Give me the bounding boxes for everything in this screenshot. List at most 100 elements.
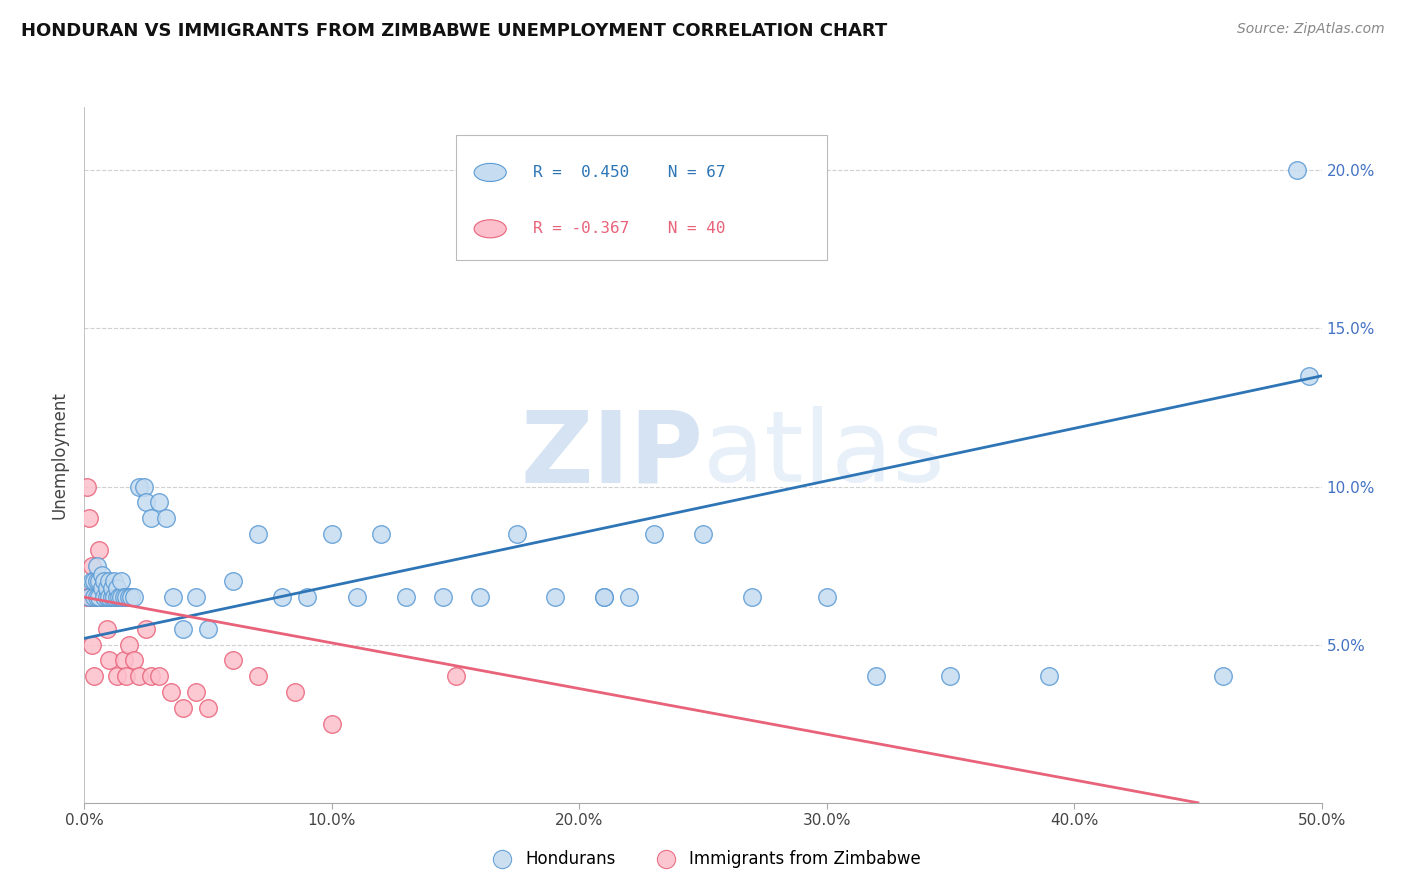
Point bbox=[543, 591, 565, 605]
Point bbox=[100, 581, 122, 595]
Point bbox=[118, 638, 141, 652]
Point bbox=[86, 591, 108, 605]
Point bbox=[160, 685, 183, 699]
Point bbox=[98, 591, 121, 605]
Point bbox=[89, 591, 111, 605]
Text: atlas: atlas bbox=[703, 407, 945, 503]
Text: Source: ZipAtlas.com: Source: ZipAtlas.com bbox=[1237, 22, 1385, 37]
Point bbox=[155, 511, 177, 525]
Point bbox=[83, 591, 105, 605]
Point bbox=[118, 591, 141, 605]
Point bbox=[122, 591, 145, 605]
Point bbox=[128, 479, 150, 493]
Point bbox=[321, 527, 343, 541]
Point bbox=[83, 574, 105, 589]
Point bbox=[83, 669, 105, 683]
Point bbox=[246, 669, 269, 683]
Point bbox=[939, 669, 962, 683]
Point bbox=[148, 495, 170, 509]
Point bbox=[395, 591, 418, 605]
Point bbox=[105, 581, 128, 595]
Point bbox=[108, 591, 131, 605]
Point bbox=[96, 591, 118, 605]
Point bbox=[172, 701, 194, 715]
Point bbox=[93, 574, 115, 589]
Point bbox=[98, 591, 121, 605]
Point bbox=[135, 622, 157, 636]
Point bbox=[98, 653, 121, 667]
Point bbox=[112, 591, 135, 605]
Text: ZIP: ZIP bbox=[520, 407, 703, 503]
Point bbox=[80, 638, 103, 652]
Point bbox=[184, 591, 207, 605]
Text: R =  0.450    N = 67: R = 0.450 N = 67 bbox=[533, 165, 725, 180]
Point bbox=[83, 591, 105, 605]
Circle shape bbox=[474, 163, 506, 181]
Point bbox=[90, 568, 112, 582]
Point bbox=[79, 511, 101, 525]
Point bbox=[100, 591, 122, 605]
Y-axis label: Unemployment: Unemployment bbox=[51, 391, 69, 519]
Point bbox=[321, 716, 343, 731]
Point bbox=[110, 591, 132, 605]
Point bbox=[617, 591, 640, 605]
Point bbox=[98, 574, 121, 589]
Point bbox=[470, 591, 492, 605]
Point bbox=[865, 669, 887, 683]
Point bbox=[80, 574, 103, 589]
FancyBboxPatch shape bbox=[456, 135, 827, 260]
Point bbox=[89, 542, 111, 557]
Point bbox=[120, 591, 142, 605]
Point bbox=[79, 591, 101, 605]
Point bbox=[444, 669, 467, 683]
Text: HONDURAN VS IMMIGRANTS FROM ZIMBABWE UNEMPLOYMENT CORRELATION CHART: HONDURAN VS IMMIGRANTS FROM ZIMBABWE UNE… bbox=[21, 22, 887, 40]
Point bbox=[197, 701, 219, 715]
Point bbox=[108, 591, 131, 605]
Point bbox=[643, 527, 665, 541]
Point bbox=[128, 669, 150, 683]
Point bbox=[96, 622, 118, 636]
Point bbox=[103, 591, 125, 605]
Point bbox=[148, 669, 170, 683]
Text: R = -0.367    N = 40: R = -0.367 N = 40 bbox=[533, 221, 725, 236]
Point bbox=[271, 591, 294, 605]
Point bbox=[105, 591, 128, 605]
Point bbox=[122, 653, 145, 667]
Point bbox=[141, 669, 163, 683]
Point bbox=[105, 669, 128, 683]
Point bbox=[346, 591, 368, 605]
Point bbox=[86, 574, 108, 589]
Point bbox=[593, 591, 616, 605]
Point bbox=[295, 591, 318, 605]
Point bbox=[80, 558, 103, 573]
Point bbox=[184, 685, 207, 699]
Point bbox=[506, 527, 529, 541]
Point bbox=[246, 527, 269, 541]
Point bbox=[432, 591, 454, 605]
Point bbox=[135, 495, 157, 509]
Point bbox=[76, 591, 98, 605]
Point bbox=[93, 591, 115, 605]
Point bbox=[222, 653, 245, 667]
Point bbox=[90, 591, 112, 605]
Point bbox=[80, 591, 103, 605]
Point bbox=[86, 558, 108, 573]
Point bbox=[86, 591, 108, 605]
Point bbox=[1298, 368, 1320, 383]
Legend: Hondurans, Immigrants from Zimbabwe: Hondurans, Immigrants from Zimbabwe bbox=[478, 843, 928, 874]
Point bbox=[115, 669, 138, 683]
Point bbox=[741, 591, 763, 605]
Point bbox=[172, 622, 194, 636]
Point bbox=[103, 574, 125, 589]
Point bbox=[370, 527, 392, 541]
Point bbox=[89, 591, 111, 605]
Point bbox=[112, 653, 135, 667]
Point bbox=[1038, 669, 1060, 683]
Point bbox=[110, 574, 132, 589]
Point bbox=[86, 574, 108, 589]
Point bbox=[110, 591, 132, 605]
Point bbox=[96, 581, 118, 595]
Point bbox=[162, 591, 184, 605]
Point bbox=[284, 685, 307, 699]
Point bbox=[141, 511, 163, 525]
